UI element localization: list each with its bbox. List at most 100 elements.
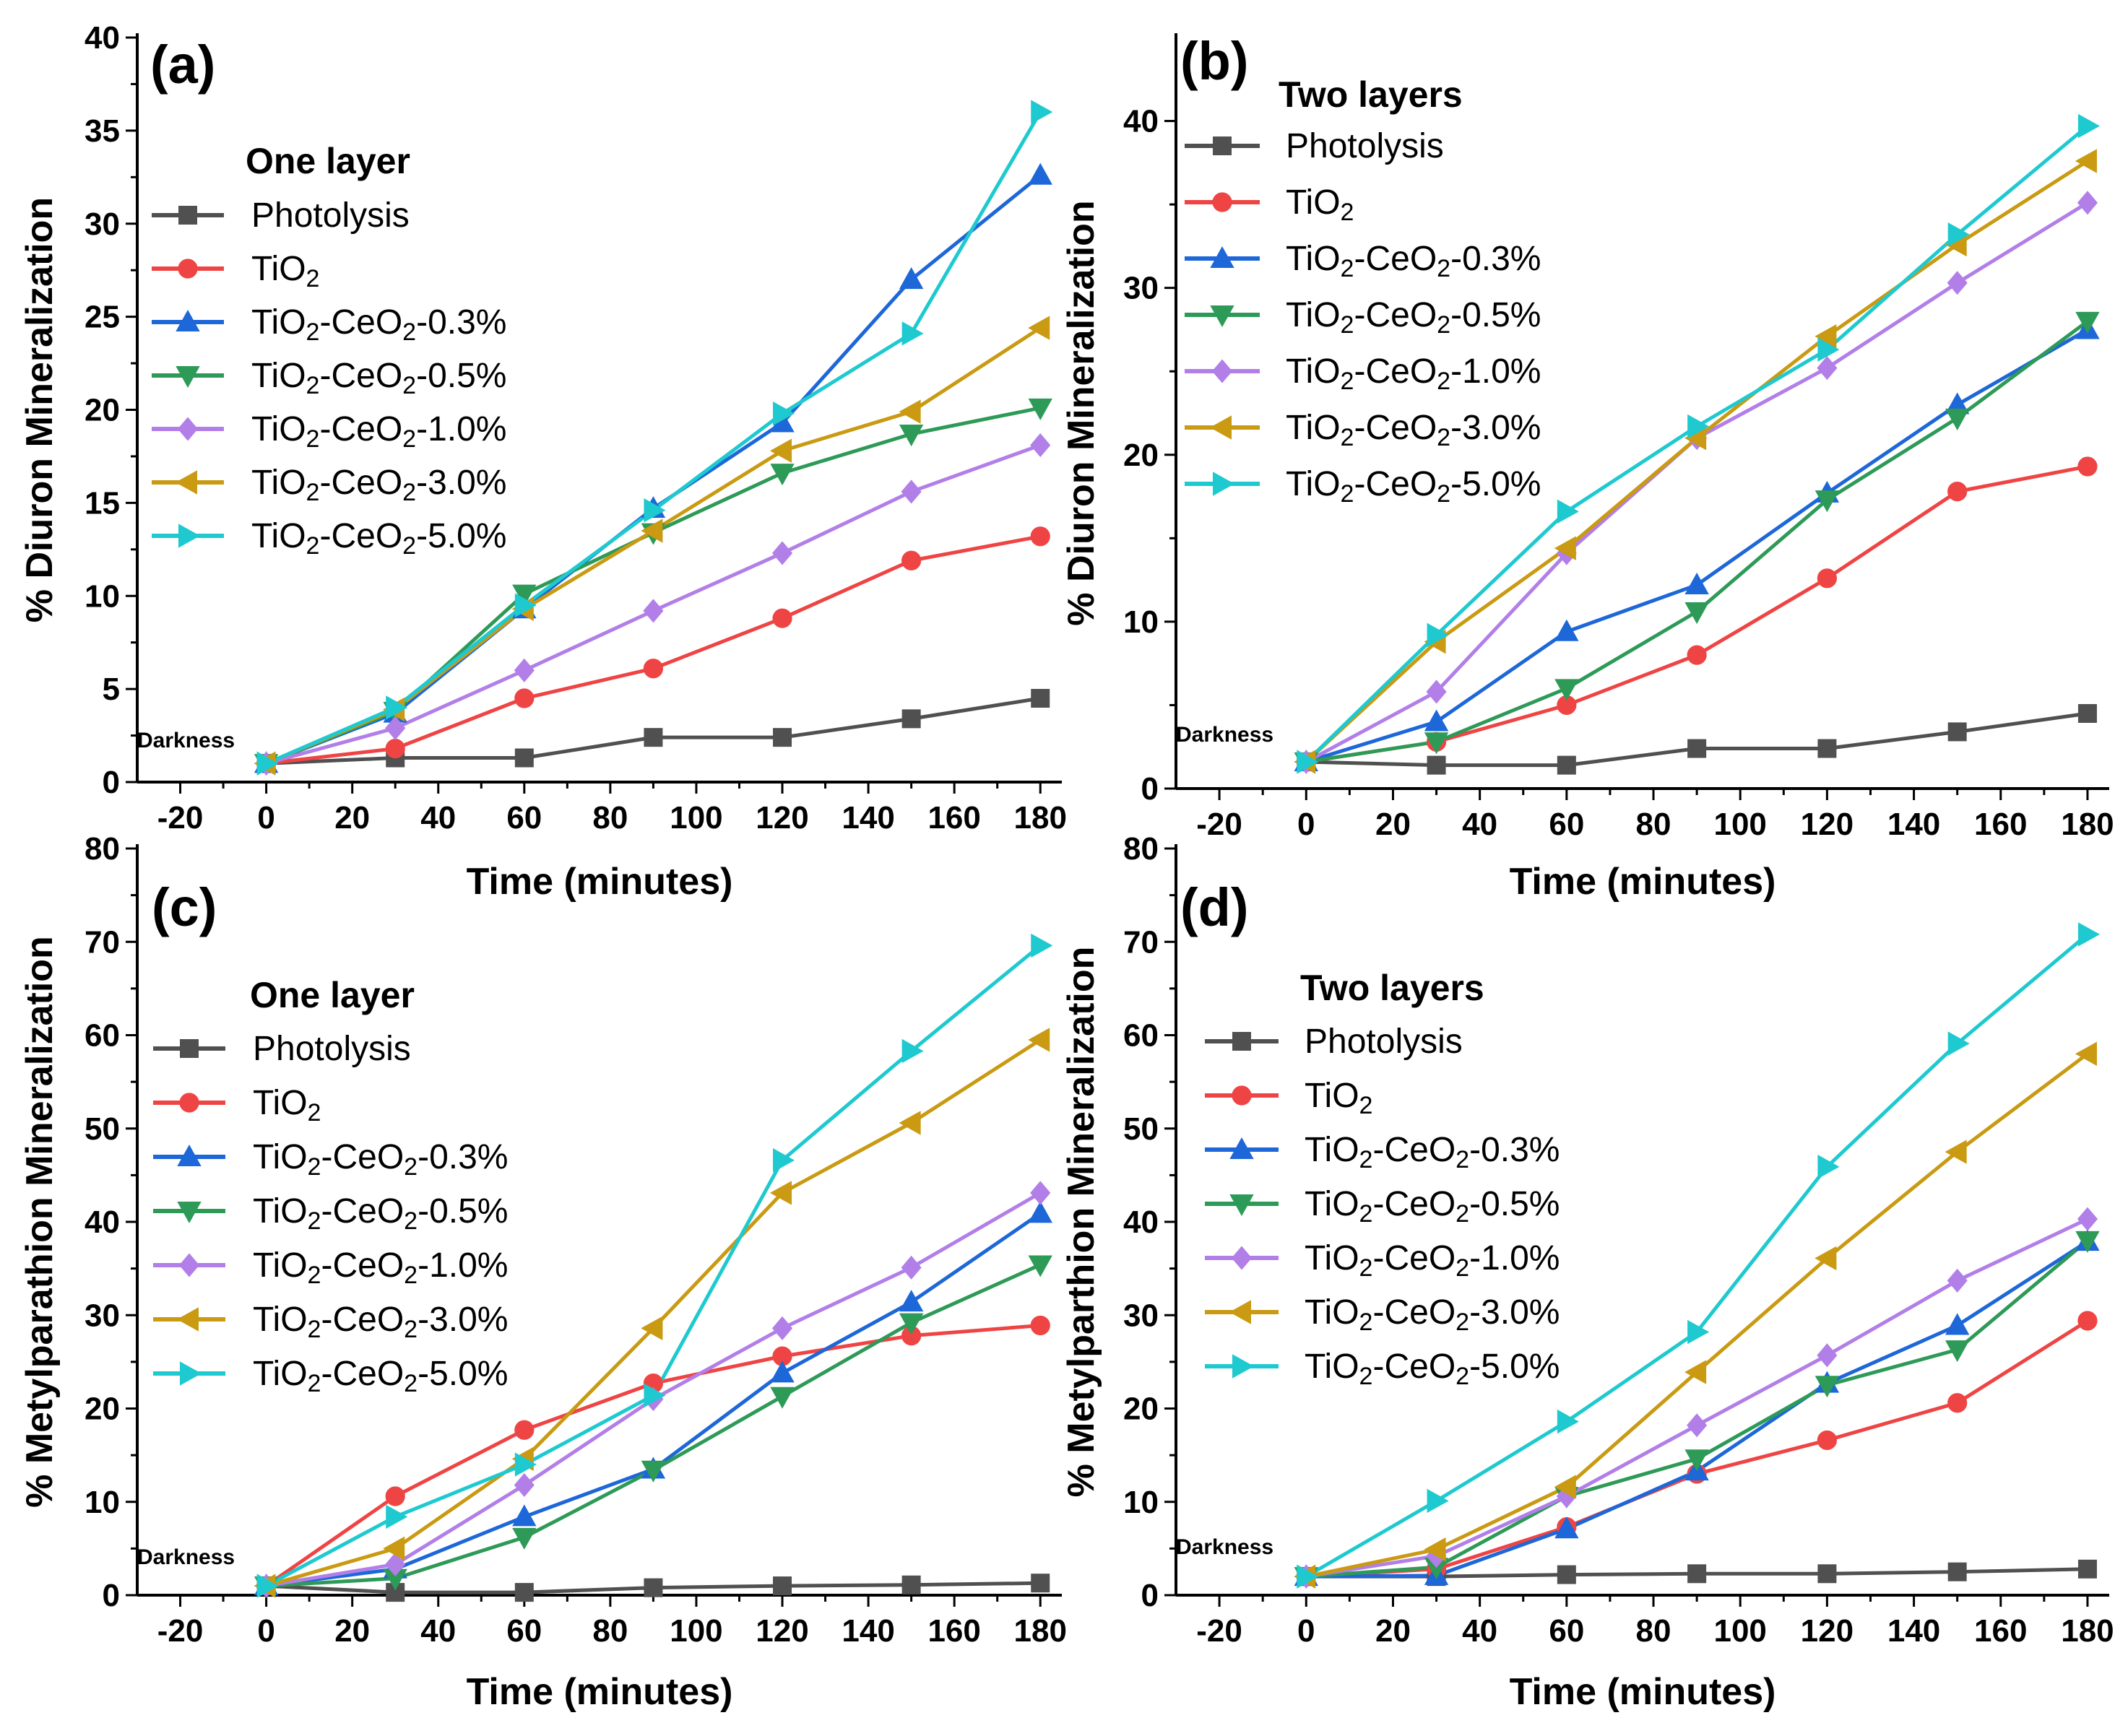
data-point-photolysis (514, 1583, 534, 1602)
data-point-tc05 (1424, 732, 1449, 755)
legend-marker-tc03 (1229, 1137, 1254, 1159)
legend-marker-tc05 (177, 1202, 202, 1224)
legend-title: Two layers (1300, 968, 1484, 1008)
x-tick-label: 0 (257, 800, 274, 836)
legend-marker-tc03 (177, 1144, 202, 1166)
y-tick-label: 30 (1123, 271, 1159, 306)
data-point-tc30 (1684, 1360, 1707, 1384)
x-tick-label: 180 (2061, 1613, 2114, 1649)
data-point-tc05 (1028, 398, 1052, 420)
legend-marker-photolysis (1213, 136, 1232, 155)
data-point-tio2 (1817, 1430, 1837, 1451)
data-point-tc05 (2075, 1231, 2100, 1253)
data-point-tc10 (1947, 1268, 1968, 1293)
data-point-tc05 (899, 425, 924, 447)
data-point-photolysis (1031, 1574, 1050, 1593)
data-point-tc10 (901, 479, 922, 504)
panel-a: -20 0 20 40 60 80 100 120 140 160 180 0 5 10 15 20 25 30 3… (19, 20, 1067, 903)
legend-marker-tio2 (179, 1093, 199, 1113)
panel-c: -20 0 20 40 60 80 100 120 140 160 180 0 10 20 30 40 50 60… (19, 831, 1067, 1713)
x-tick-label: 20 (1375, 1613, 1411, 1649)
legend-label-tc10: TiO2-CeO2-1.0% (1305, 1239, 1560, 1282)
x-tick-label: 20 (334, 1613, 370, 1649)
data-point-tc03 (1945, 1313, 1970, 1335)
y-axis-title: % Metylparathion Mineralization (19, 936, 61, 1508)
data-point-tc30 (769, 1181, 792, 1205)
data-point-tc10 (1426, 680, 1447, 704)
data-point-tc30 (899, 399, 921, 424)
data-point-tc10 (1030, 1181, 1051, 1205)
legend-marker-tc03 (176, 309, 200, 331)
x-tick-label: 60 (506, 1613, 542, 1649)
x-tick-label: 40 (420, 1613, 456, 1649)
series-line-tc05 (1306, 1238, 2089, 1579)
data-point-tc50 (773, 1147, 795, 1173)
x-tick-label: 20 (1375, 807, 1411, 842)
legend-label-tio2: TiO2 (251, 250, 319, 292)
x-tick-label: 180 (1014, 800, 1067, 836)
legend-marker-photolysis (180, 1039, 199, 1058)
data-point-tio2 (2077, 456, 2098, 477)
data-point-tc05 (1028, 1255, 1052, 1277)
legend-label-tc03: TiO2-CeO2-0.3% (1305, 1131, 1560, 1173)
data-point-tc05 (1815, 490, 1840, 513)
legend-marker-tc30 (176, 1307, 199, 1332)
x-tick-label: 140 (1887, 1613, 1940, 1649)
y-tick-label: 80 (85, 831, 120, 867)
panel-label-a: (a) (150, 35, 215, 95)
y-tick-label: 20 (1123, 1392, 1159, 1427)
x-axis-title: Time (minutes) (1510, 1671, 1776, 1713)
data-point-tc05 (512, 1527, 537, 1550)
data-point-photolysis (1687, 739, 1707, 758)
y-tick-label: 0 (1141, 1578, 1159, 1613)
data-point-photolysis (2077, 704, 2097, 723)
data-point-tc10 (1947, 271, 1968, 295)
y-tick-label: 0 (103, 765, 120, 800)
data-point-tc50 (2077, 922, 2101, 947)
data-point-tc50 (1427, 1488, 1449, 1514)
legend-marker-tc30 (1229, 1300, 1251, 1324)
data-point-tc30 (899, 1111, 921, 1135)
legend-marker-photolysis (1232, 1032, 1251, 1051)
x-tick-label: 60 (1549, 1613, 1584, 1649)
data-point-tc50 (514, 1452, 537, 1477)
data-point-tio2 (772, 608, 792, 628)
x-tick-label: -20 (157, 800, 204, 836)
y-tick-label: 70 (85, 924, 120, 960)
data-point-tio2 (385, 739, 405, 759)
data-point-tio2 (1030, 1315, 1050, 1336)
darkness-annotation: Darkness (137, 1545, 235, 1569)
x-tick-label: 120 (756, 1613, 808, 1649)
x-tick-label: 180 (1014, 1613, 1067, 1649)
legend-label-tio2: TiO2 (1286, 183, 1354, 226)
data-point-tc05 (1684, 602, 1709, 625)
legend-label-tc03: TiO2-CeO2-0.3% (251, 303, 506, 346)
x-tick-label: 140 (1887, 807, 1940, 842)
legend-marker-tio2 (1232, 1085, 1252, 1106)
data-point-tio2 (385, 1486, 405, 1506)
data-point-photolysis (1947, 722, 1967, 742)
y-tick-label: 30 (85, 1298, 120, 1333)
data-point-tio2 (901, 550, 922, 570)
x-tick-label: 80 (592, 800, 628, 836)
legend-marker-tc03 (1210, 246, 1234, 268)
y-tick-label: 60 (1123, 1018, 1159, 1054)
data-point-photolysis (644, 1578, 663, 1597)
data-point-tc03 (1424, 709, 1449, 732)
data-point-tc05 (770, 1386, 795, 1409)
x-tick-label: 100 (670, 800, 722, 836)
y-tick-label: 80 (1123, 831, 1159, 867)
data-point-photolysis (773, 1576, 792, 1596)
legend-label-tio2: TiO2 (1305, 1077, 1372, 1119)
data-point-tc50 (644, 498, 666, 523)
data-point-tc03 (899, 1290, 924, 1312)
data-point-tc05 (1684, 1449, 1709, 1472)
data-point-tc10 (643, 599, 664, 623)
data-point-tc50 (1297, 1564, 1319, 1589)
x-tick-label: 0 (257, 1613, 274, 1649)
y-tick-label: 10 (1123, 604, 1159, 640)
y-tick-label: 30 (85, 207, 120, 242)
data-point-tio2 (1947, 1393, 1968, 1413)
legend-marker-tc10 (178, 1253, 200, 1277)
